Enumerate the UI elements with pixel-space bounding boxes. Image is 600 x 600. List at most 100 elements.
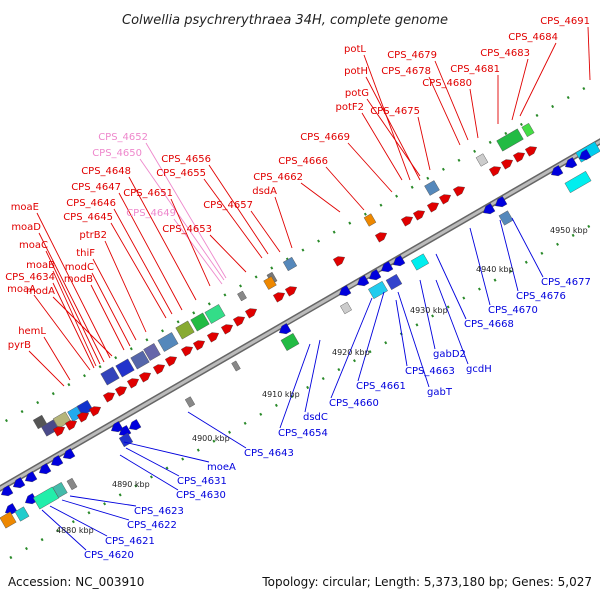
leader-top-13 <box>325 166 365 211</box>
gene-label-top-6: CPS_4678 <box>381 66 431 77</box>
leader-top-1 <box>519 42 557 117</box>
genome-backbone-highlight <box>0 139 600 491</box>
gene-label-top-25: CPS_4647 <box>71 182 121 193</box>
reverse-gene-arrow-8 <box>279 323 292 335</box>
forward-gene-arrow-17 <box>285 286 297 297</box>
feature-block-9 <box>175 320 195 340</box>
feature-block-13 <box>282 256 298 272</box>
leader-bottom-9 <box>330 297 373 399</box>
upper-guide-track <box>0 83 591 426</box>
gene-label-top-14: CPS_4662 <box>253 172 303 183</box>
reverse-gene-arrow-3 <box>39 463 52 475</box>
leader-bottom-10 <box>304 339 321 413</box>
lower-feature-block-6 <box>280 333 300 351</box>
gene-label-top-11: CPS_4675 <box>370 106 420 117</box>
leader-bottom-16 <box>69 495 137 507</box>
leader-top-12 <box>347 142 393 193</box>
gene-label-top-20: CPS_4652 <box>98 132 148 143</box>
forward-gene-arrow-4 <box>103 392 115 403</box>
forward-gene-arrow-23 <box>453 186 465 197</box>
forward-gene-arrow-0 <box>53 426 65 437</box>
feature-block-16 <box>521 122 535 138</box>
gene-label-bottom-11: CPS_4654 <box>278 428 328 439</box>
scale-tick-label-5: 4930 kbp <box>410 306 448 315</box>
reverse-gene-arrow-9 <box>339 285 352 297</box>
forward-gene-arrow-18 <box>333 256 345 267</box>
gene-label-top-18: CPS_4655 <box>156 168 206 179</box>
gene-label-top-33: moaE <box>11 202 39 213</box>
leader-top-30 <box>91 272 131 347</box>
feature-block-21 <box>237 290 247 302</box>
feature-block-14 <box>424 180 440 196</box>
gene-label-top-23: CPS_4651 <box>123 188 173 199</box>
leader-top-40 <box>28 350 65 387</box>
gene-label-top-15: dsdA <box>252 186 277 197</box>
forward-gene-arrow-15 <box>245 308 257 319</box>
leader-top-6 <box>428 76 461 146</box>
gene-label-bottom-13: moeA <box>207 462 236 473</box>
leader-top-17 <box>208 164 269 255</box>
leader-top-18 <box>203 178 263 259</box>
forward-gene-arrow-26 <box>513 152 525 163</box>
gene-label-bottom-1: CPS_4676 <box>516 291 566 302</box>
gene-label-top-39: hemL <box>18 326 46 337</box>
gene-label-top-1: CPS_4684 <box>508 32 558 43</box>
forward-gene-arrow-20 <box>413 210 425 221</box>
gene-label-bottom-6: CPS_4663 <box>405 366 455 377</box>
forward-gene-arrow-25 <box>501 159 513 170</box>
leader-top-36 <box>52 270 97 367</box>
leader-bottom-14 <box>125 447 180 477</box>
reverse-gene-arrow-12 <box>381 261 394 273</box>
gene-label-bottom-18: CPS_4621 <box>105 536 155 547</box>
gene-label-top-8: potH <box>344 66 368 77</box>
reverse-gene-arrow-4 <box>51 455 64 467</box>
reverse-gene-arrow-10 <box>357 275 370 287</box>
gene-label-top-4: CPS_4680 <box>422 78 472 89</box>
scale-tick-label-2: 4900 kbp <box>192 434 230 443</box>
forward-gene-arrow-1 <box>65 420 77 431</box>
gene-label-top-5: CPS_4679 <box>387 50 437 61</box>
gene-label-top-22: CPS_4649 <box>126 208 176 219</box>
leader-bottom-17 <box>61 499 130 521</box>
leader-bottom-13 <box>123 441 210 463</box>
gene-label-bottom-8: CPS_4661 <box>356 381 406 392</box>
feature-block-8 <box>157 332 179 352</box>
gene-label-top-32: modA <box>26 286 55 297</box>
label-leader-lines <box>28 26 591 551</box>
gene-label-top-27: CPS_4645 <box>63 212 113 223</box>
leader-top-34 <box>38 232 105 363</box>
gene-label-top-21: CPS_4650 <box>92 148 142 159</box>
forward-gene-arrow-11 <box>193 340 205 351</box>
leader-bottom-4 <box>435 279 469 365</box>
forward-gene-arrow-10 <box>181 346 193 357</box>
leader-bottom-2 <box>469 227 491 306</box>
lower-feature-block-14 <box>231 360 241 372</box>
leader-top-39 <box>43 336 71 381</box>
gene-label-top-24: CPS_4648 <box>81 166 131 177</box>
feature-block-22 <box>32 414 48 430</box>
leader-top-2 <box>511 58 529 121</box>
leader-top-28 <box>104 240 147 333</box>
lower-feature-block-7 <box>340 301 352 315</box>
leader-top-4 <box>469 88 479 139</box>
leader-top-19 <box>209 234 247 273</box>
leader-top-11 <box>417 116 431 171</box>
reverse-gene-arrow-0 <box>1 485 14 497</box>
gene-label-bottom-17: CPS_4622 <box>127 520 177 531</box>
scale-ticks: 4880 kbp 4890 kbp 4900 kbp 4910 kbp 4920 kbp… <box>56 226 588 535</box>
feature-block-0 <box>40 419 60 437</box>
leader-top-31 <box>90 284 125 351</box>
gene-label-top-9: potG <box>345 88 369 99</box>
feature-block-6 <box>130 350 150 370</box>
gene-label-top-28: ptrB2 <box>79 230 107 241</box>
gene-label-top-10: potF2 <box>335 102 364 113</box>
forward-gene-arrow-8 <box>153 364 165 375</box>
map-title: Colwellia psychrerythraea 34H, complete … <box>122 13 448 28</box>
feature-block-17 <box>475 153 489 167</box>
gene-label-top-37: CPS_4634 <box>5 272 55 283</box>
feature-block-15 <box>496 128 524 152</box>
forward-gene-arrow-12 <box>207 332 219 343</box>
lower-feature-block-9 <box>385 273 403 291</box>
gene-label-bottom-4: gcdH <box>466 364 492 375</box>
gene-label-bottom-5: gabD2 <box>433 349 466 360</box>
